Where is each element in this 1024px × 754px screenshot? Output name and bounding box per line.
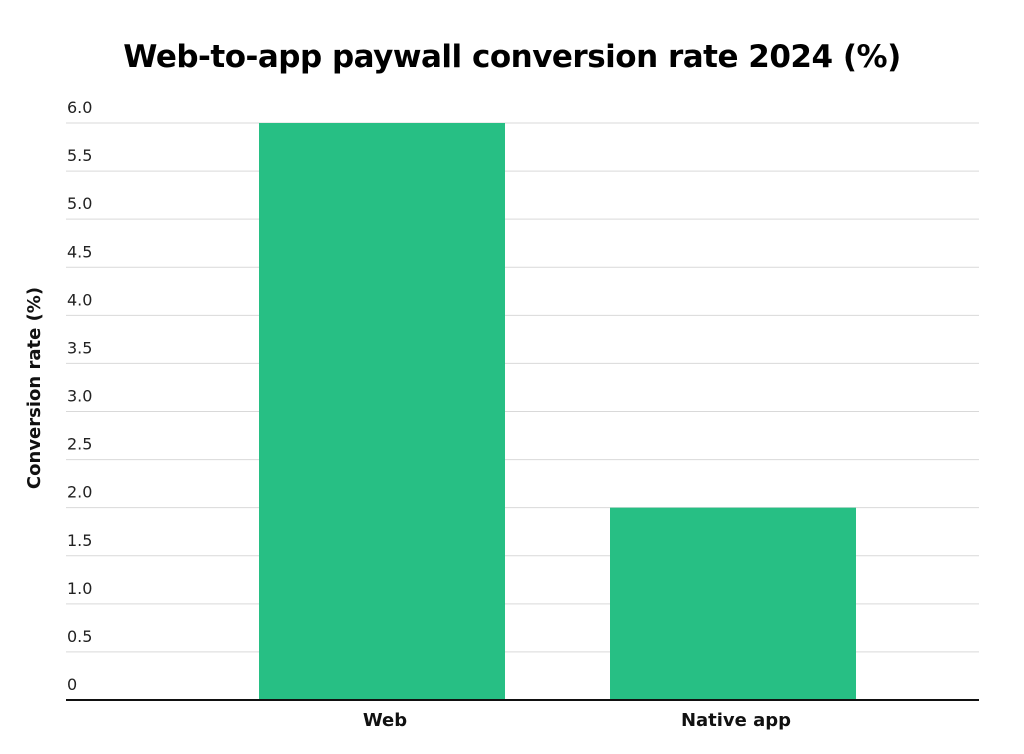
y-tick-label: 2.5 xyxy=(67,435,92,454)
bar-web xyxy=(259,123,505,700)
y-tick-label: 1.5 xyxy=(67,531,92,550)
y-tick-label: 4.0 xyxy=(67,290,92,309)
y-axis-ticks: 0 0.5 1.0 1.5 2.0 2.5 3.0 3.5 4.0 4.5 5.0 5.5 6.0 xyxy=(67,98,92,694)
y-tick-label: 3.5 xyxy=(67,338,92,357)
gridlines xyxy=(66,122,979,653)
bar-native-app xyxy=(610,507,856,700)
x-axis-ticks: Web Native app xyxy=(363,710,791,731)
y-tick-label: 5.5 xyxy=(67,146,92,165)
y-tick-label: 0 xyxy=(67,675,77,694)
y-tick-label: 0.5 xyxy=(67,627,92,646)
y-tick-label: 6.0 xyxy=(67,98,92,117)
chart-title: Web-to-app paywall conversion rate 2024 … xyxy=(123,39,901,75)
x-tick-label: Web xyxy=(363,710,407,731)
y-tick-label: 2.0 xyxy=(67,483,92,502)
y-tick-label: 3.0 xyxy=(67,387,92,406)
y-tick-label: 4.5 xyxy=(67,242,92,261)
y-axis-label: Conversion rate (%) xyxy=(24,287,45,489)
x-tick-label: Native app xyxy=(681,710,791,731)
y-tick-label: 5.0 xyxy=(67,194,92,213)
y-tick-label: 1.0 xyxy=(67,579,92,598)
bars xyxy=(259,123,856,700)
